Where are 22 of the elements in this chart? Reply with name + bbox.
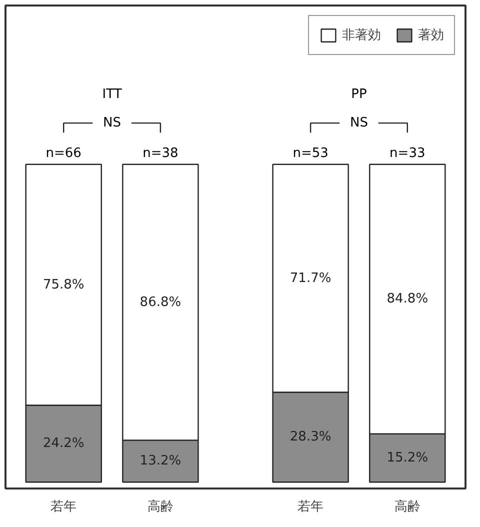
text: n=66 [46,146,82,161]
x-tick-label: 高齢 [147,498,174,514]
data-label: 84.8% [386,292,428,307]
text: NS [350,116,368,131]
data-label: 86.8% [140,294,182,310]
text: ITT [102,86,122,102]
text: n=53 [292,146,328,161]
data-label: 28.3% [290,430,332,445]
text: n=33 [390,146,426,161]
legend-label: 非著効 [342,27,381,44]
text: n=38 [142,146,178,161]
x-tick-label: 高齢 [394,498,420,514]
data-label: 13.2% [140,454,182,469]
text: PP [351,86,367,102]
text: NS [103,116,122,131]
data-label: 15.2% [386,450,428,466]
legend-label: 著効 [418,27,444,44]
data-label: 71.7% [290,270,332,286]
data-label: 24.2% [42,436,84,452]
x-tick-label: 若年 [298,500,324,514]
x-tick-label: 若年 [50,500,77,514]
data-label: 75.8% [42,277,84,292]
